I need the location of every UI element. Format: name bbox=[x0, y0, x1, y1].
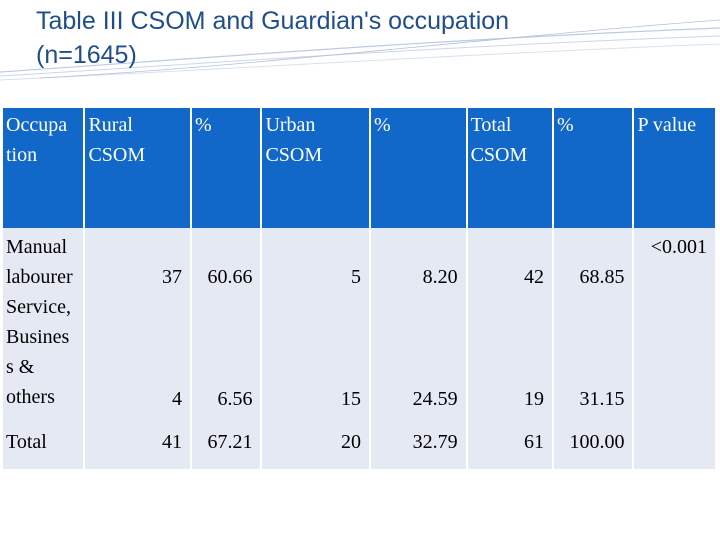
header-urban-csom: Urban CSOM bbox=[262, 108, 370, 228]
cell-rural-percent: 67.21 bbox=[192, 414, 261, 469]
header-total-csom: Total CSOM bbox=[467, 108, 553, 228]
cell-rural: 41 bbox=[85, 414, 191, 469]
title-line-1: Table III CSOM and Guardian's occupation bbox=[36, 7, 510, 35]
cell-urban: 15 bbox=[262, 292, 370, 414]
cell-p-value: <0.001 bbox=[634, 228, 715, 469]
cell-total-percent: 68.85 bbox=[554, 228, 633, 292]
cell-occupation: Total bbox=[3, 414, 84, 469]
cell-occupation: Service, Busines s & others bbox=[3, 292, 84, 414]
title-line-2: (n=1645) bbox=[36, 41, 137, 69]
cell-rural-percent: 60.66 bbox=[192, 228, 261, 292]
header-p-value: P value bbox=[634, 108, 715, 228]
cell-urban-percent: 8.20 bbox=[371, 228, 466, 292]
header-rural-csom: Rural CSOM bbox=[85, 108, 191, 228]
cell-total: 19 bbox=[467, 292, 553, 414]
cell-total: 61 bbox=[467, 414, 553, 469]
cell-occupation: Manual labourer bbox=[3, 228, 84, 292]
header-occupation: Occupa tion bbox=[3, 108, 84, 228]
cell-rural: 37 bbox=[85, 228, 191, 292]
cell-urban-percent: 32.79 bbox=[371, 414, 466, 469]
cell-total: 42 bbox=[467, 228, 553, 292]
title-swoosh-decoration bbox=[0, 19, 720, 81]
header-total-percent: % bbox=[554, 108, 633, 228]
cell-urban-percent: 24.59 bbox=[371, 292, 466, 414]
header-urban-percent: % bbox=[371, 108, 466, 228]
cell-urban: 20 bbox=[262, 414, 370, 469]
header-rural-percent: % bbox=[192, 108, 261, 228]
cell-total-percent: 100.00 bbox=[554, 414, 633, 469]
table-header-row: Occupa tion Rural CSOM % Urban CSOM % To… bbox=[3, 108, 715, 228]
slide-title: Table III CSOM and Guardian's occupation… bbox=[36, 4, 696, 72]
table-row: Total 41 67.21 20 32.79 61 100.00 bbox=[3, 414, 715, 469]
cell-total-percent: 31.15 bbox=[554, 292, 633, 414]
cell-rural-percent: 6.56 bbox=[192, 292, 261, 414]
occupation-table: Occupa tion Rural CSOM % Urban CSOM % To… bbox=[1, 108, 717, 469]
cell-rural: 4 bbox=[85, 292, 191, 414]
cell-urban: 5 bbox=[262, 228, 370, 292]
table-row: Manual labourer 37 60.66 5 8.20 42 68.85… bbox=[3, 228, 715, 469]
table-row: Service, Busines s & others 4 6.56 15 24… bbox=[3, 292, 715, 414]
